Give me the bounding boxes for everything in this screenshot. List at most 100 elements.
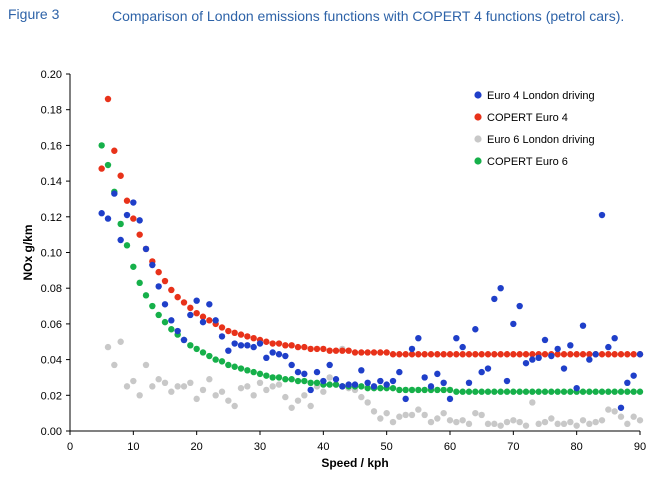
point-euro-6-london-driving [294, 397, 302, 404]
point-copert-euro-4 [269, 340, 276, 347]
point-euro-4-london-driving [161, 301, 169, 308]
point-copert-euro-4 [244, 333, 251, 340]
point-copert-euro-6 [567, 388, 574, 395]
point-euro-4-london-driving [174, 327, 181, 335]
point-copert-euro-6 [529, 388, 536, 395]
point-copert-euro-6 [282, 376, 289, 383]
point-euro-4-london-driving [598, 211, 606, 219]
point-copert-euro-4 [560, 351, 568, 358]
y-tick-label: 0.14 [41, 176, 62, 188]
point-copert-euro-4 [282, 342, 289, 349]
point-copert-euro-4 [111, 147, 118, 154]
point-copert-euro-4 [351, 349, 359, 356]
figure-title: Comparison of London emissions functions… [112, 8, 625, 24]
x-tick-label: 20 [191, 441, 203, 453]
point-copert-euro-4 [529, 351, 536, 358]
point-euro-6-london-driving [136, 392, 143, 399]
point-euro-6-london-driving [605, 406, 612, 413]
point-euro-6-london-driving [402, 411, 409, 419]
point-copert-euro-4 [123, 197, 131, 204]
point-euro-4-london-driving [237, 342, 245, 349]
point-copert-euro-4 [459, 351, 466, 358]
point-copert-euro-4 [168, 286, 175, 294]
point-euro-6-london-driving [104, 343, 112, 351]
point-euro-6-london-driving [320, 388, 327, 395]
point-euro-4-london-driving [149, 261, 156, 269]
point-euro-4-london-driving [244, 342, 251, 349]
y-axis-title: NOx g/km [21, 224, 35, 280]
point-euro-6-london-driving [408, 411, 416, 419]
point-copert-euro-6 [218, 358, 226, 365]
point-copert-euro-6 [396, 386, 403, 394]
point-euro-4-london-driving [573, 384, 580, 392]
legend-label: Euro 6 London driving [487, 134, 595, 146]
y-tick-label: 0.04 [41, 355, 62, 367]
point-euro-6-london-driving [389, 418, 397, 426]
y-tick-label: 0.00 [41, 426, 62, 438]
point-copert-euro-6 [465, 388, 473, 395]
point-euro-4-london-driving [351, 381, 359, 388]
point-euro-4-london-driving [282, 352, 289, 360]
point-euro-6-london-driving [434, 415, 441, 422]
point-copert-euro-6 [541, 388, 549, 395]
point-euro-4-london-driving [402, 395, 409, 403]
point-copert-euro-4 [358, 349, 365, 356]
point-copert-euro-4 [364, 349, 371, 356]
point-copert-euro-4 [434, 351, 441, 358]
point-copert-euro-6 [510, 388, 517, 395]
point-euro-4-london-driving [187, 311, 194, 319]
point-euro-4-london-driving [199, 318, 207, 326]
x-tick-label: 0 [67, 441, 73, 453]
point-copert-euro-4 [522, 351, 530, 358]
point-euro-6-london-driving [503, 418, 511, 426]
point-copert-euro-4 [263, 338, 270, 345]
point-copert-euro-6 [484, 388, 492, 395]
point-euro-4-london-driving [263, 354, 270, 362]
point-copert-euro-6 [212, 356, 219, 363]
point-copert-euro-6 [377, 384, 384, 392]
point-euro-4-london-driving [345, 381, 352, 388]
point-copert-euro-4 [446, 351, 454, 358]
legend-label: COPERT Euro 4 [487, 112, 568, 124]
point-copert-euro-6 [263, 372, 270, 379]
point-euro-6-london-driving [617, 413, 625, 420]
point-copert-euro-4 [389, 351, 397, 358]
point-euro-4-london-driving [548, 352, 555, 360]
point-copert-euro-6 [269, 374, 276, 381]
point-euro-6-london-driving [636, 417, 644, 424]
point-copert-euro-4 [206, 317, 213, 324]
point-copert-euro-6 [586, 388, 593, 395]
y-tick-label: 0.16 [41, 140, 62, 152]
point-copert-euro-6 [149, 302, 156, 310]
point-euro-4-london-driving [465, 379, 473, 387]
point-copert-euro-4 [573, 351, 580, 358]
point-copert-euro-4 [503, 351, 511, 358]
point-euro-6-london-driving [155, 376, 162, 383]
point-copert-euro-4 [579, 351, 587, 358]
point-euro-6-london-driving [415, 406, 422, 413]
point-copert-euro-6 [142, 292, 150, 299]
point-copert-euro-6 [256, 370, 264, 378]
point-copert-euro-4 [130, 215, 137, 222]
point-copert-euro-6 [98, 142, 105, 149]
point-copert-euro-6 [446, 386, 454, 394]
point-copert-euro-4 [377, 349, 384, 356]
point-euro-6-london-driving [174, 383, 181, 390]
point-copert-euro-4 [180, 299, 188, 306]
y-tick-label: 0.02 [41, 390, 62, 402]
point-euro-4-london-driving [301, 370, 308, 378]
y-tick-label: 0.08 [41, 283, 62, 295]
point-copert-euro-4 [478, 351, 485, 358]
point-copert-euro-6 [598, 388, 606, 395]
point-euro-6-london-driving [491, 420, 498, 428]
point-euro-4-london-driving [472, 326, 479, 333]
point-copert-euro-6 [554, 388, 561, 395]
y-tick-label: 0.10 [41, 248, 62, 260]
point-copert-euro-4 [136, 231, 143, 238]
point-euro-6-london-driving [187, 379, 194, 387]
point-euro-6-london-driving [212, 392, 219, 399]
point-copert-euro-4 [199, 313, 207, 320]
point-euro-6-london-driving [225, 397, 232, 404]
point-euro-6-london-driving [592, 418, 599, 426]
point-copert-euro-6 [123, 242, 131, 249]
